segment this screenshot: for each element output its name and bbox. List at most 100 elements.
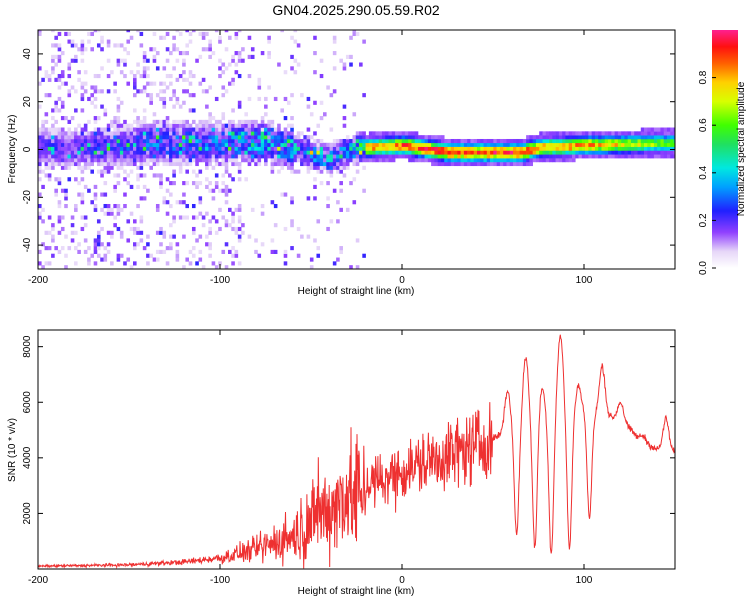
- spectrogram-cell: [571, 154, 576, 159]
- spectrogram-cell: [237, 161, 242, 167]
- spectrogram-cell: [506, 161, 511, 167]
- spectrogram-cell: [198, 200, 203, 205]
- spectrogram-cell: [64, 161, 68, 167]
- spectrogram-cell: [57, 177, 62, 182]
- spectrogram-cell: [611, 131, 615, 136]
- spectrogram-cell: [359, 154, 363, 159]
- spectrogram-cell: [437, 158, 442, 163]
- spectrogram-cell: [349, 62, 353, 67]
- spectrogram-cell: [621, 146, 625, 151]
- spectrogram-cell: [247, 135, 252, 140]
- spectrogram-cell: [188, 135, 193, 140]
- spectrogram-cell: [96, 146, 101, 151]
- spectrogram-cell: [594, 131, 599, 136]
- spectrogram-cell: [47, 150, 52, 155]
- spectrogram-cell: [345, 154, 350, 159]
- spectrogram-cell: [221, 181, 226, 186]
- spectrogram-cell: [421, 138, 425, 144]
- spectrogram-cell: [549, 154, 553, 159]
- spectrogram-cell: [208, 226, 212, 232]
- spectrogram-cell: [653, 150, 658, 155]
- spectrogram-cell: [355, 154, 360, 159]
- spectrogram-cell: [195, 58, 199, 63]
- spectrogram-cell: [257, 96, 262, 102]
- spectrogram-cell: [368, 142, 373, 147]
- spectrogram-cell: [516, 161, 520, 167]
- spectrogram-cell: [152, 158, 157, 163]
- spectrogram-cell: [313, 142, 317, 147]
- spectrogram-cell: [224, 150, 229, 155]
- spectrogram-cell: [640, 131, 645, 136]
- spectrogram-cell: [38, 127, 42, 132]
- spectrogram-cell: [155, 66, 160, 71]
- spectrogram-cell: [663, 135, 668, 140]
- spectrogram-cell: [352, 142, 357, 147]
- spectrogram-cell: [57, 146, 62, 151]
- spectrogram-cell: [562, 146, 566, 151]
- spectrogram-cell: [77, 165, 81, 170]
- spectrogram-cell: [146, 66, 150, 71]
- spectrogram-cell: [529, 154, 533, 159]
- spectrogram-cell: [290, 35, 294, 40]
- spectrogram-cell: [172, 66, 176, 71]
- spectrogram-cell: [273, 138, 278, 144]
- spectrogram-cell: [116, 58, 121, 63]
- spectrogram-cell: [70, 116, 75, 121]
- spectrogram-cell: [159, 181, 163, 186]
- spectrogram-cell: [562, 138, 566, 144]
- spectrogram-cell: [100, 226, 104, 232]
- spectrogram-cell: [123, 169, 127, 174]
- spectrogram-cell: [38, 31, 42, 37]
- snr-series-line: [37, 334, 676, 570]
- spectrogram-cell: [280, 150, 284, 155]
- spectrogram-cell: [205, 89, 209, 94]
- spectrogram-cell: [106, 150, 111, 155]
- spectrogram-cell: [316, 169, 321, 174]
- spectrogram-cell: [241, 223, 245, 228]
- spectrogram-cell: [457, 150, 461, 155]
- spectrogram-cell: [332, 35, 337, 40]
- spectrogram-cell: [110, 230, 114, 235]
- spectrogram-cell: [326, 150, 330, 155]
- spectrogram-cell: [424, 135, 429, 140]
- spectrogram-cell: [44, 154, 49, 159]
- spectrogram-cell: [673, 154, 675, 159]
- spectrogram-cell: [60, 104, 65, 109]
- spectrogram-cell: [195, 173, 199, 178]
- spectrogram-cell: [237, 135, 242, 140]
- spectrogram-cell: [549, 158, 553, 163]
- spectrogram-cell: [473, 158, 478, 163]
- spectrogram-cell: [313, 35, 317, 40]
- spectrogram-cell: [647, 138, 651, 144]
- spectrogram-cell: [106, 158, 111, 163]
- spectrogram-cell: [513, 146, 517, 151]
- spectrogram-cell: [634, 131, 638, 136]
- spectrogram-cell: [51, 165, 55, 170]
- spectrogram-cell: [260, 119, 265, 124]
- spectrogram-cell: [634, 135, 638, 140]
- spectrogram-cell: [182, 192, 186, 197]
- spectrogram-cell: [342, 150, 347, 155]
- spectrogram-cell: [231, 135, 235, 140]
- spectrogram-cell: [64, 158, 68, 163]
- spectrogram-cell: [155, 51, 160, 56]
- spectrogram-cell: [133, 85, 137, 90]
- spectrogram-cell: [565, 150, 570, 155]
- spectrogram-cell: [77, 70, 81, 75]
- spectrogram-cell: [152, 123, 157, 128]
- spectrogram-cell: [647, 142, 651, 147]
- spectrogram-cell: [119, 230, 124, 235]
- spectrogram-cell: [539, 158, 543, 163]
- spectrogram-cell: [290, 146, 294, 151]
- spectrogram-cell: [362, 154, 366, 159]
- spectrogram-cell: [300, 146, 304, 151]
- spectrogram-cell: [296, 169, 301, 174]
- spectrogram-cell: [133, 154, 137, 159]
- spectrogram-cell: [142, 150, 147, 155]
- spectrogram-cell: [162, 127, 167, 132]
- spectrogram-cell: [47, 135, 52, 140]
- spectrogram-cell: [306, 165, 311, 170]
- spectrogram-cell: [375, 131, 380, 136]
- spectrogram-cell: [329, 154, 334, 159]
- spectrogram-cell: [224, 184, 229, 189]
